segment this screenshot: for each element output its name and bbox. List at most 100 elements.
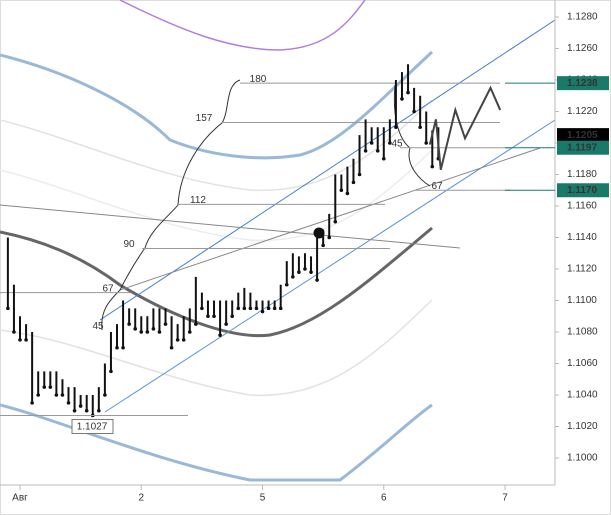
bar-end (175, 338, 180, 342)
x-tick-label: 6 (381, 493, 387, 504)
bar-end (254, 306, 259, 311)
y-tick-label: 1.1040 (567, 390, 598, 401)
arc (393, 84, 431, 187)
bar-end (406, 90, 410, 95)
bar-end (139, 330, 144, 334)
bar-end (109, 369, 113, 374)
bar-end (388, 141, 392, 145)
bar-end (84, 408, 89, 413)
x-tick-label: Авг (12, 493, 28, 504)
bar-end (260, 309, 265, 314)
level-label: 45 (391, 138, 403, 149)
level-label: 67 (102, 283, 114, 294)
bar-end (315, 278, 319, 282)
y-tick-label: 1.1100 (567, 295, 597, 306)
moving-average (0, 226, 433, 338)
bar-end (133, 327, 138, 331)
band-upper (0, 50, 434, 160)
band-thin (0, 299, 433, 397)
bar-end (284, 282, 289, 287)
level-label: 157 (196, 113, 213, 124)
y-tick-label: 1.1220 (567, 106, 598, 117)
trend-line (0, 204, 461, 249)
y-tick-label: 1.1060 (567, 358, 598, 369)
level-label: 90 (123, 239, 135, 250)
bar-end (157, 330, 162, 334)
bar-end (327, 235, 332, 240)
band-thin (0, 149, 433, 242)
bar-end (339, 188, 344, 193)
bar-end (194, 322, 198, 326)
bar-end (224, 322, 228, 326)
bar-end (121, 345, 125, 350)
x-tick-label: 2 (138, 493, 144, 504)
bar-end (103, 393, 107, 397)
bar-end (291, 275, 295, 279)
arc (101, 79, 241, 331)
band-thin (0, 99, 433, 192)
price-box (557, 183, 609, 198)
bar-end (151, 327, 156, 331)
bar-end (363, 149, 368, 153)
x-tick-label: 7 (502, 493, 508, 504)
bar-end (242, 306, 247, 311)
bar-end (72, 408, 77, 413)
channel-line (104, 119, 556, 413)
bar-end (206, 314, 210, 319)
bar-end (309, 270, 313, 274)
price-box (557, 76, 609, 91)
price-label: 1.1205 (567, 130, 598, 141)
bar-end (351, 180, 356, 185)
bar-end (400, 97, 404, 101)
price-label: 1.1238 (567, 78, 598, 89)
bar-end (78, 404, 83, 408)
low-label-box (71, 418, 114, 434)
bar-end (248, 306, 253, 311)
bar-end (42, 385, 47, 389)
indicators (0, 0, 556, 482)
bar-end (369, 141, 374, 145)
bar-end (200, 306, 204, 311)
bar-end (54, 393, 59, 397)
bar-end (297, 270, 301, 274)
bar-end (48, 385, 53, 389)
band-lower (0, 403, 433, 482)
bar-end (381, 156, 386, 161)
bar-end (30, 401, 34, 405)
bar-end (236, 306, 241, 311)
bar-end (394, 125, 398, 130)
bar-end (145, 330, 150, 334)
channel-line (99, 19, 556, 321)
y-tick-label: 1.1260 (567, 43, 598, 54)
bar-end (418, 125, 422, 130)
bar-end (187, 330, 192, 334)
y-tick-label: 1.1000 (567, 453, 598, 464)
bar-end (333, 219, 338, 224)
bar-end (66, 401, 71, 405)
level-label: 67 (431, 181, 443, 192)
bar-end (127, 322, 131, 326)
bar-end (60, 393, 65, 397)
bar-end (375, 149, 380, 153)
forecast-line (428, 85, 502, 171)
level-label: 112 (190, 195, 206, 206)
level-label: 180 (250, 74, 267, 85)
bar-end (412, 109, 416, 114)
x-tick-label: 5 (260, 493, 266, 504)
pivot-dot (313, 227, 325, 239)
bar-end (357, 172, 362, 177)
bar-end (430, 164, 435, 169)
y-tick-label: 1.1020 (567, 421, 598, 432)
bar-end (345, 191, 350, 196)
price-box (557, 140, 609, 155)
y-tick-label: 1.1140 (567, 232, 597, 243)
bar-end (230, 314, 235, 319)
y-tick-label: 1.1160 (567, 201, 597, 212)
bar-end (36, 393, 40, 397)
bar-end (115, 345, 119, 350)
bar-end (24, 338, 28, 342)
bar-end (12, 330, 16, 334)
bar-end (181, 338, 186, 342)
y-tick-label: 1.1180 (567, 169, 597, 180)
